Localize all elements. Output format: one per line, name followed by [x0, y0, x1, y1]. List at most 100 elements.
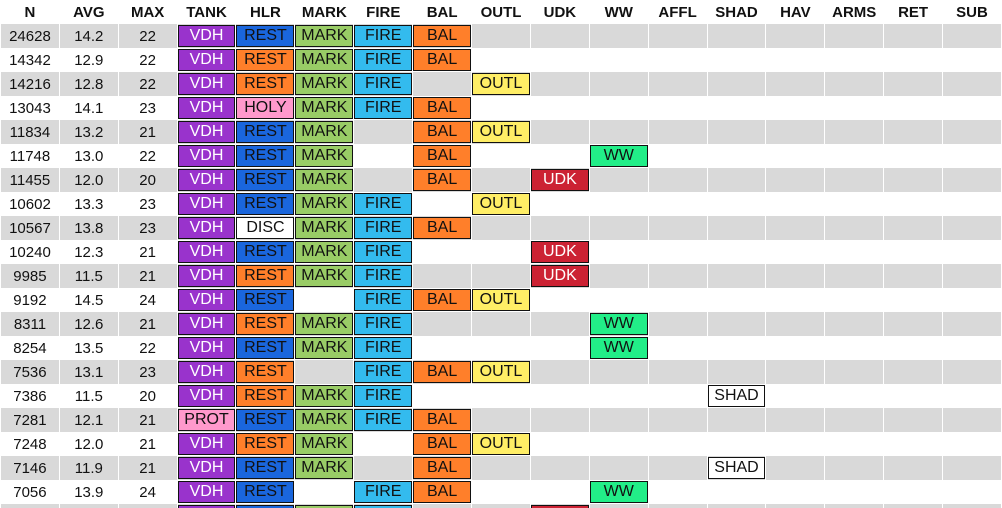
cell-max: 21: [118, 456, 177, 480]
table-row: 11748 13.0 22 VDH REST MARK BAL WW: [1, 144, 1001, 168]
cell-sub: [943, 384, 1001, 408]
cell-outl: OUTL: [472, 432, 530, 456]
spec-tag-bal: BAL: [413, 457, 472, 479]
cell-n: 13043: [1, 96, 59, 120]
cell-fire: FIRE: [354, 336, 413, 360]
cell-arms: [825, 192, 884, 216]
cell-tank: VDH: [177, 288, 236, 312]
cell-arms: [825, 360, 884, 384]
cell-hav: [766, 288, 825, 312]
table-row: 7248 12.0 21 VDH REST MARK BAL OUTL: [1, 432, 1001, 456]
cell-n: 7281: [1, 408, 59, 432]
spec-tag-mark: MARK: [295, 217, 354, 239]
cell-arms: [825, 168, 884, 192]
spec-tag-rest: REST: [236, 265, 295, 287]
spec-tag-fire: FIRE: [354, 25, 413, 47]
spec-tag-vdh: VDH: [177, 265, 236, 287]
cell-mark: MARK: [295, 336, 354, 360]
table-row: 24628 14.2 22 VDH REST MARK FIRE BAL: [1, 24, 1001, 48]
cell-mark: MARK: [295, 96, 354, 120]
table-row: 13043 14.1 23 VDH HOLY MARK FIRE BAL: [1, 96, 1001, 120]
cell-n: 14342: [1, 48, 59, 72]
cell-sub: [943, 240, 1001, 264]
cell-arms: [825, 312, 884, 336]
cell-max: 21: [118, 432, 177, 456]
spec-tag-fire: FIRE: [354, 337, 413, 359]
cell-hlr: REST: [236, 336, 295, 360]
spec-tag-rest: REST: [236, 73, 295, 95]
header-row: N AVG MAX TANK HLR MARK FIRE BAL OUTL UDK WW AFFL SH…: [1, 0, 1001, 24]
cell-mark: MARK: [295, 24, 354, 48]
cell-avg: 12.1: [59, 408, 118, 432]
cell-hav: [766, 336, 825, 360]
cell-fire: FIRE: [354, 360, 413, 384]
cell-affl: [648, 336, 707, 360]
cell-arms: [825, 144, 884, 168]
cell-hav: [766, 48, 825, 72]
spec-tag-outl: OUTL: [472, 73, 530, 95]
cell-max: 20: [118, 384, 177, 408]
spec-tag-rest: REST: [236, 289, 295, 311]
column-header-mark: MARK: [295, 0, 354, 24]
cell-n: 7536: [1, 360, 59, 384]
cell-mark: [295, 480, 354, 504]
cell-ww: [589, 216, 648, 240]
cell-affl: [648, 360, 707, 384]
cell-ww: [589, 504, 648, 508]
cell-avg: 14.5: [59, 288, 118, 312]
spec-tag-vdh: VDH: [177, 337, 236, 359]
cell-bal: [413, 72, 472, 96]
spec-tag-mark: MARK: [295, 49, 354, 71]
cell-hlr: REST: [236, 24, 295, 48]
spec-tag-vdh: VDH: [177, 169, 236, 191]
cell-max: 21: [118, 120, 177, 144]
cell-shad: [707, 504, 766, 508]
spec-tag-fire: FIRE: [354, 481, 413, 503]
cell-tank: VDH: [177, 72, 236, 96]
cell-mark: MARK: [295, 120, 354, 144]
cell-shad: [707, 72, 766, 96]
spec-tag-rest: REST: [236, 169, 295, 191]
cell-hlr: REST: [236, 384, 295, 408]
cell-avg: 14.2: [59, 24, 118, 48]
cell-max: [118, 504, 177, 508]
cell-bal: BAL: [413, 360, 472, 384]
table-row: 7146 11.9 21 VDH REST MARK BAL SHAD: [1, 456, 1001, 480]
spec-tag-rest: REST: [236, 193, 295, 215]
cell-tank: VDH: [177, 168, 236, 192]
cell-hlr: REST: [236, 48, 295, 72]
cell-hav: [766, 456, 825, 480]
cell-ret: [884, 48, 943, 72]
cell-hav: [766, 432, 825, 456]
cell-tank: VDH: [177, 240, 236, 264]
cell-udk: [530, 432, 589, 456]
table-body: 24628 14.2 22 VDH REST MARK FIRE BAL 14342 12.9 22…: [1, 24, 1001, 508]
cell-tank: VDH: [177, 456, 236, 480]
cell-arms: [825, 504, 884, 508]
cell-fire: FIRE: [354, 408, 413, 432]
spec-tag-mark: MARK: [295, 385, 354, 407]
table-row: 7056 13.9 24 VDH REST FIRE BAL WW: [1, 480, 1001, 504]
spec-tag-disc: DISC: [236, 217, 295, 239]
cell-avg: 13.9: [59, 480, 118, 504]
spec-tag-bal: BAL: [413, 481, 472, 503]
cell-udk: [530, 120, 589, 144]
spec-tag-vdh: VDH: [177, 193, 236, 215]
cell-outl: OUTL: [472, 192, 530, 216]
cell-ret: [884, 408, 943, 432]
cell-ret: [884, 216, 943, 240]
cell-ww: [589, 360, 648, 384]
cell-sub: [943, 168, 1001, 192]
spec-tag-ww: WW: [589, 337, 648, 359]
cell-max: 23: [118, 216, 177, 240]
spec-tag-shad: SHAD: [707, 385, 766, 407]
table-row: 7386 11.5 20 VDH REST MARK FIRE SHAD: [1, 384, 1001, 408]
cell-udk: [530, 192, 589, 216]
cell-mark: MARK: [295, 240, 354, 264]
cell-avg: 11.5: [59, 264, 118, 288]
cell-udk: [530, 456, 589, 480]
spec-tag-mark: MARK: [295, 193, 354, 215]
cell-outl: [472, 216, 530, 240]
